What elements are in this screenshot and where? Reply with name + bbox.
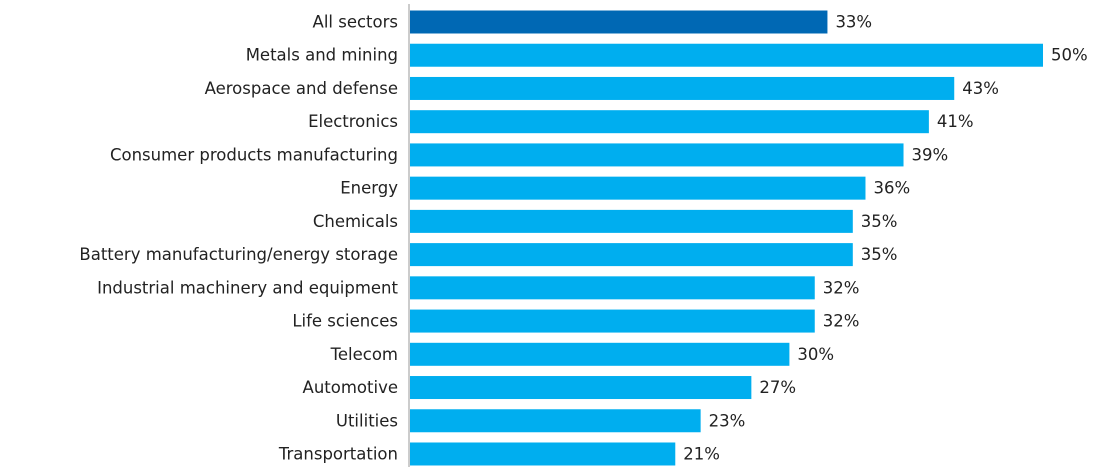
bar: [410, 409, 701, 433]
value-label: 27%: [759, 378, 796, 397]
bar: [410, 76, 955, 100]
bar: [410, 110, 929, 134]
category-label: Battery manufacturing/energy storage: [79, 245, 398, 264]
category-label: Transportation: [278, 444, 398, 463]
bar: [410, 342, 790, 366]
value-label: 35%: [861, 245, 898, 264]
category-label: Electronics: [308, 112, 398, 131]
bar: [410, 209, 853, 233]
value-label: 32%: [823, 312, 860, 331]
category-label: Chemicals: [313, 212, 398, 231]
bar: [410, 10, 828, 34]
bar: [410, 276, 815, 300]
category-label: Aerospace and defense: [205, 79, 398, 98]
category-label: Telecom: [330, 345, 398, 364]
value-label: 41%: [937, 112, 974, 131]
bar: [410, 143, 904, 167]
bar: [410, 309, 815, 333]
value-label: 30%: [797, 345, 834, 364]
value-label: 50%: [1051, 46, 1088, 65]
bar: [410, 43, 1043, 67]
value-label: 21%: [683, 444, 720, 463]
category-label: All sectors: [313, 13, 398, 32]
value-label: 32%: [823, 278, 860, 297]
category-label: Energy: [340, 179, 398, 198]
bar: [410, 442, 676, 466]
value-label: 35%: [861, 212, 898, 231]
bar: [410, 376, 752, 400]
category-label: Metals and mining: [246, 46, 398, 65]
bar: [410, 243, 853, 267]
value-label: 36%: [873, 179, 910, 198]
value-label: 23%: [709, 411, 746, 430]
category-label: Life sciences: [292, 312, 398, 331]
category-label: Industrial machinery and equipment: [97, 278, 398, 297]
value-label: 43%: [962, 79, 999, 98]
bar: [410, 176, 866, 200]
category-label: Consumer products manufacturing: [110, 145, 398, 164]
category-label: Utilities: [336, 411, 398, 430]
value-label: 39%: [912, 145, 949, 164]
value-label: 33%: [835, 13, 872, 32]
category-label: Automotive: [303, 378, 398, 397]
